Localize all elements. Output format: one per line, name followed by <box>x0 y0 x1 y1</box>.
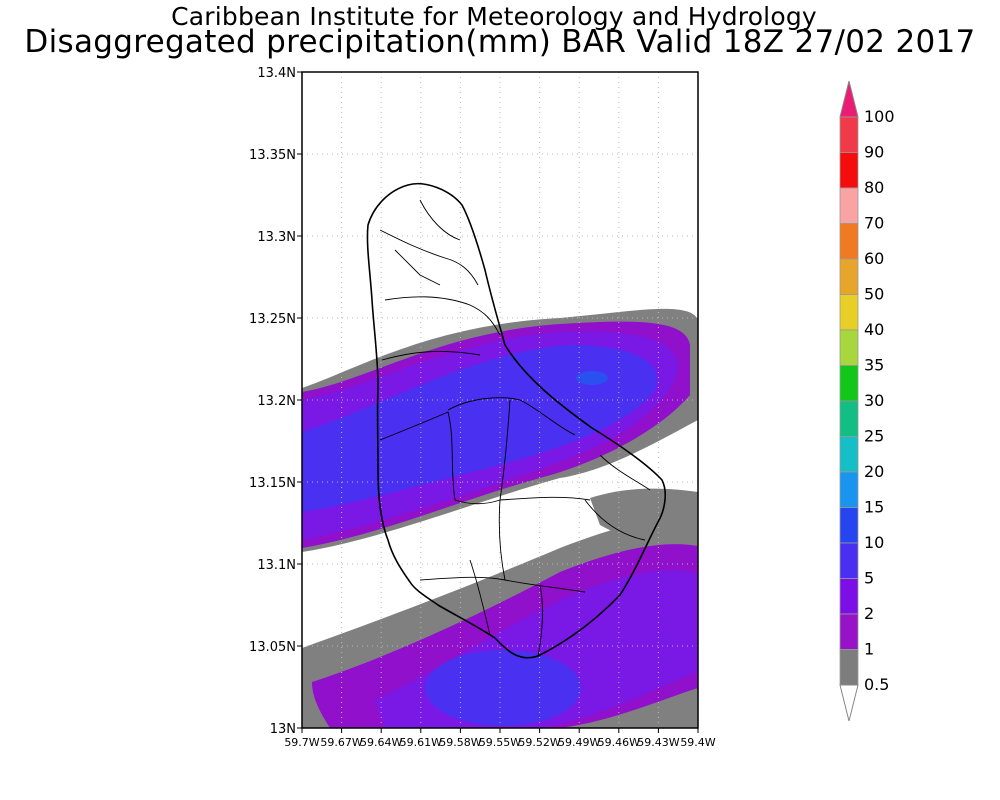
colorbar-label: 1 <box>864 640 874 659</box>
colorbar-swatch <box>839 223 859 260</box>
lat-tick-label: 13.15N <box>249 476 296 491</box>
institute-title: Caribbean Institute for Meteorology and … <box>171 2 817 31</box>
colorbar-label: 5 <box>864 569 874 588</box>
lon-tick-label: 59.7W <box>284 736 319 749</box>
colorbar-swatch <box>839 152 859 189</box>
colorbar-swatch <box>839 258 859 295</box>
precipitation-field <box>302 308 698 728</box>
colorbar-swatch <box>839 329 859 366</box>
colorbar-swatch <box>839 365 859 402</box>
lat-tick-label: 13.05N <box>249 640 296 655</box>
colorbar-label: 25 <box>864 427 884 446</box>
colorbar-label: 80 <box>864 178 884 197</box>
lon-tick-label: 59.46W <box>598 736 640 749</box>
colorbar-label: 20 <box>864 462 884 481</box>
colorbar-swatch <box>839 471 859 508</box>
colorbar-swatch <box>839 613 859 650</box>
colorbar-label: 50 <box>864 285 884 304</box>
colorbar-swatch <box>839 507 859 544</box>
colorbar-swatch <box>839 578 859 615</box>
colorbar-swatch <box>839 542 859 579</box>
colorbar-label: 100 <box>864 107 895 126</box>
latitude-axis: 13.4N 13.35N 13.3N 13.25N 13.2N 13.15N 13.1N 13… <box>249 66 302 737</box>
lon-tick-label: 59.58W <box>439 736 481 749</box>
colorbar-label: 90 <box>864 143 884 162</box>
lon-tick-label: 59.4W <box>680 736 715 749</box>
longitude-axis: 59.7W 59.67W59.64W59.61W59.58W59.55W59.52… <box>284 728 716 749</box>
lon-tick-label: 59.67W <box>320 736 362 749</box>
lat-tick-label: 13.25N <box>249 312 296 327</box>
colorbar-label: 60 <box>864 249 884 268</box>
lat-tick-label: 13.1N <box>257 558 296 573</box>
colorbar: 100 90 80 70 60 50 40 35 30 25 20 15 10 5 2 1 0.5 <box>839 80 895 722</box>
lon-tick-label: 59.61W <box>400 736 442 749</box>
colorbar-label: 10 <box>864 533 884 552</box>
colorbar-swatch <box>839 436 859 473</box>
colorbar-label: 70 <box>864 214 884 233</box>
lon-tick-label: 59.49W <box>558 736 600 749</box>
colorbar-swatch <box>839 294 859 331</box>
barbados-coastline <box>366 183 667 659</box>
colorbar-label: 2 <box>864 604 874 623</box>
lat-tick-label: 13.2N <box>257 394 296 409</box>
lon-tick-label: 59.43W <box>637 736 679 749</box>
colorbar-label: 30 <box>864 391 884 410</box>
colorbar-label: 40 <box>864 320 884 339</box>
colorbar-swatch <box>839 400 859 437</box>
colorbar-label: 0.5 <box>864 675 889 694</box>
colorbar-bottom-arrow <box>839 684 859 722</box>
lat-tick-label: 13N <box>270 722 296 737</box>
parish-boundaries <box>379 199 651 657</box>
lat-tick-label: 13.4N <box>257 66 296 81</box>
colorbar-swatch <box>839 116 859 153</box>
colorbar-label: 15 <box>864 498 884 517</box>
colorbar-swatch <box>839 187 859 224</box>
lat-tick-label: 13.35N <box>249 148 296 163</box>
south-band-5mm <box>425 650 581 726</box>
lon-tick-label: 59.52W <box>518 736 560 749</box>
north-band-5mm <box>302 345 658 512</box>
colorbar-swatch <box>839 649 859 686</box>
product-title: Disaggregated precipitation(mm) BAR Vali… <box>24 24 976 60</box>
colorbar-label: 35 <box>864 356 884 375</box>
gridlines <box>302 72 698 728</box>
lon-tick-label: 59.55W <box>479 736 521 749</box>
colorbar-top-arrow <box>839 80 859 118</box>
north-band-10mm <box>576 371 608 385</box>
lon-tick-label: 59.64W <box>360 736 402 749</box>
lat-tick-label: 13.3N <box>257 230 296 245</box>
